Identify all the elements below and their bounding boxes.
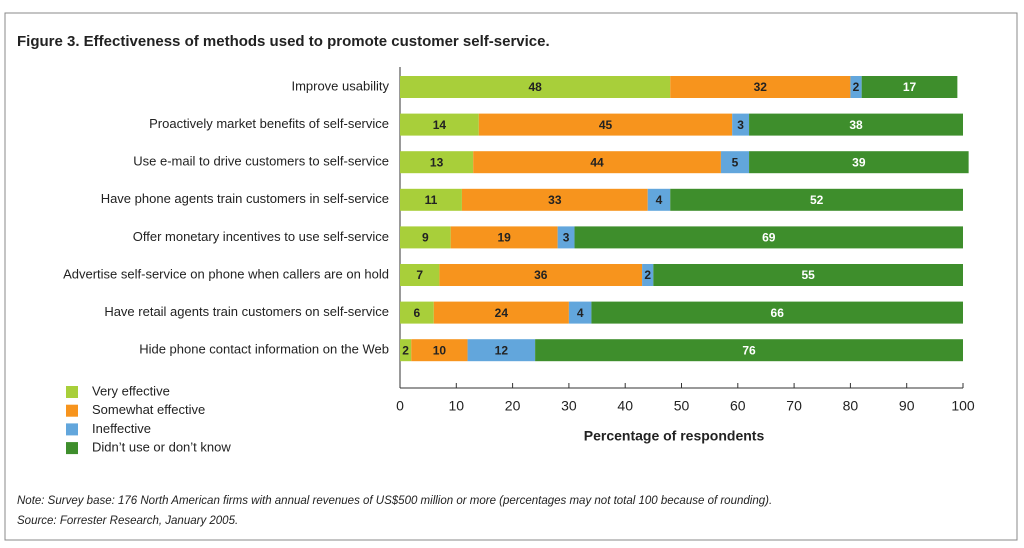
bar-segment: [400, 113, 479, 136]
data-label: 52: [810, 193, 824, 207]
data-label: 69: [762, 231, 776, 245]
data-label: 24: [495, 306, 509, 320]
bar-segment: [557, 226, 575, 249]
data-label: 32: [754, 80, 768, 94]
x-axis-title: Percentage of respondents: [584, 428, 765, 444]
bar-segment: [400, 339, 412, 362]
data-label: 76: [742, 343, 756, 357]
y-tick-label: Proactively market benefits of self-serv…: [149, 116, 389, 131]
legend-swatch: [66, 442, 78, 455]
legend-swatch: [66, 386, 78, 398]
note: Note: Survey base: 176 North American fi…: [17, 495, 772, 507]
bar-segment: [642, 264, 654, 286]
bar-segment: [400, 188, 462, 211]
x-tick-label: 60: [730, 398, 746, 414]
data-label: 7: [416, 268, 423, 282]
data-label: 2: [853, 80, 860, 94]
bar-segment: [850, 76, 862, 98]
bar-segment: [535, 339, 963, 362]
data-label: 38: [849, 118, 863, 132]
y-tick-label: Have phone agents train customers in sel…: [101, 191, 389, 206]
bar-segment: [670, 188, 963, 211]
bar-segment: [400, 76, 671, 98]
data-label: 3: [737, 118, 744, 132]
bar-segment: [861, 76, 958, 98]
data-label: 66: [771, 306, 785, 320]
data-label: 13: [430, 155, 444, 169]
x-tick-label: 90: [899, 398, 915, 414]
bar-segment: [450, 226, 558, 249]
bar-segment: [400, 226, 451, 249]
data-label: 14: [433, 118, 447, 132]
bar-segment: [433, 301, 569, 324]
bar-segment: [400, 151, 474, 174]
bar-segment: [568, 301, 592, 324]
bar-segment: [473, 151, 721, 174]
data-label: 6: [414, 306, 421, 320]
frame: [4, 12, 1018, 541]
bar-segment: [439, 264, 643, 286]
data-label: 44: [590, 155, 604, 169]
x-tick-label: 10: [449, 398, 465, 414]
x-tick-label: 0: [396, 398, 404, 414]
bar-segment: [647, 188, 671, 211]
data-label: 45: [599, 118, 613, 132]
bar-segment: [591, 301, 963, 324]
bar-segment: [461, 188, 648, 211]
bar-segment: [749, 151, 969, 174]
data-label: 3: [563, 231, 570, 245]
data-label: 55: [801, 268, 815, 282]
legend-label: Didn’t use or don’t know: [92, 440, 231, 455]
legend-swatch: [66, 404, 78, 417]
bar-segment: [400, 301, 434, 324]
data-label: 9: [422, 231, 429, 245]
y-tick-label: Improve usability: [291, 78, 389, 93]
data-label: 5: [732, 155, 739, 169]
data-label: 4: [577, 306, 584, 320]
x-tick-label: 70: [786, 398, 802, 414]
bar-segment: [478, 113, 733, 136]
legend-swatch: [66, 423, 78, 436]
data-label: 48: [528, 80, 542, 94]
x-tick-label: 20: [505, 398, 521, 414]
legend-label: Very effective: [92, 383, 170, 398]
data-label: 2: [402, 343, 409, 357]
bar-segment: [467, 339, 536, 362]
data-label: 36: [534, 268, 548, 282]
y-tick-label: Offer monetary incentives to use self-se…: [133, 229, 389, 244]
source: Source: Forrester Research, January 2005…: [17, 515, 238, 527]
data-label: 33: [548, 193, 562, 207]
bar-segment: [749, 113, 963, 136]
bar-segment: [720, 151, 750, 174]
bar-segment: [400, 264, 440, 286]
data-label: 11: [425, 193, 438, 207]
bar-segment: [411, 339, 468, 362]
y-tick-label: Hide phone contact information on the We…: [139, 342, 389, 357]
data-label: 4: [656, 193, 663, 207]
y-tick-label: Use e-mail to drive customers to self-se…: [133, 154, 389, 169]
y-tick-label: Have retail agents train customers on se…: [104, 304, 389, 319]
bar-segment: [732, 113, 750, 136]
bar-segment: [670, 76, 851, 98]
x-tick-label: 100: [951, 398, 975, 414]
data-label: 2: [644, 268, 651, 282]
data-label: 10: [433, 343, 447, 357]
y-tick-label: Advertise self-service on phone when cal…: [63, 266, 389, 281]
bar-segment: [653, 264, 963, 286]
data-label: 12: [495, 343, 509, 357]
x-tick-label: 50: [674, 398, 690, 414]
chart-title: Figure 3. Effectiveness of methods used …: [17, 33, 550, 50]
data-label: 17: [903, 80, 917, 94]
x-tick-label: 30: [561, 398, 577, 414]
legend-label: Somewhat effective: [92, 402, 205, 417]
data-label: 19: [497, 231, 511, 245]
x-tick-label: 80: [843, 398, 859, 414]
x-tick-label: 40: [617, 398, 633, 414]
data-label: 39: [852, 155, 866, 169]
legend-label: Ineffective: [92, 421, 151, 436]
bar-segment: [574, 226, 963, 249]
